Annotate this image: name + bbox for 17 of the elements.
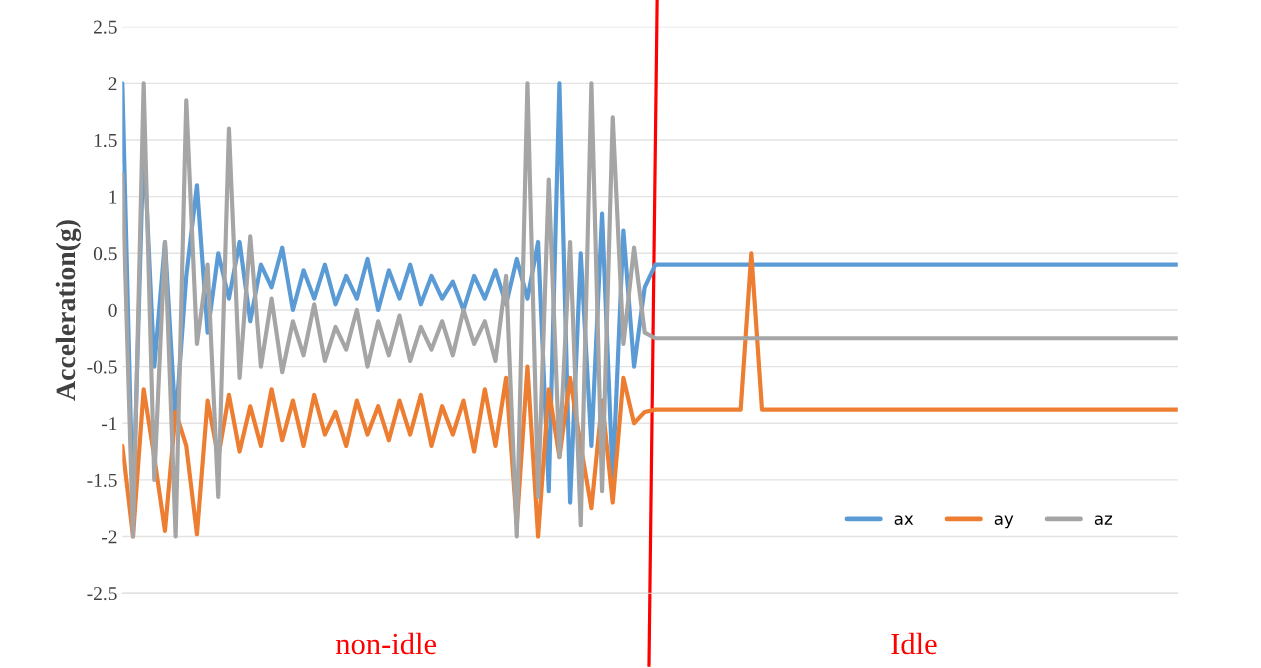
- y-tick-label: -1.5: [87, 473, 117, 487]
- y-tick-label: 1: [109, 190, 117, 204]
- y-tick-label: -1: [101, 417, 117, 430]
- text: non-idle: [335, 632, 437, 655]
- y-tick-label: -2.5: [87, 587, 117, 601]
- y-tick-label: -2: [101, 530, 117, 544]
- y-axis-title: Acceleration(g): [55, 220, 82, 401]
- legend-label: ax: [894, 515, 914, 525]
- y-tick-label: -0.5: [87, 360, 117, 374]
- text: Idle: [891, 632, 937, 655]
- y-tick-label: 0: [108, 303, 117, 317]
- legend-label: ay: [994, 515, 1014, 529]
- y-tick-label: 2.5: [94, 20, 117, 34]
- y-tick-label: 2: [108, 77, 117, 91]
- legend-label: az: [1094, 515, 1113, 525]
- y-tick-label: 1.5: [94, 133, 117, 148]
- y-tick-label: 0.5: [93, 247, 117, 261]
